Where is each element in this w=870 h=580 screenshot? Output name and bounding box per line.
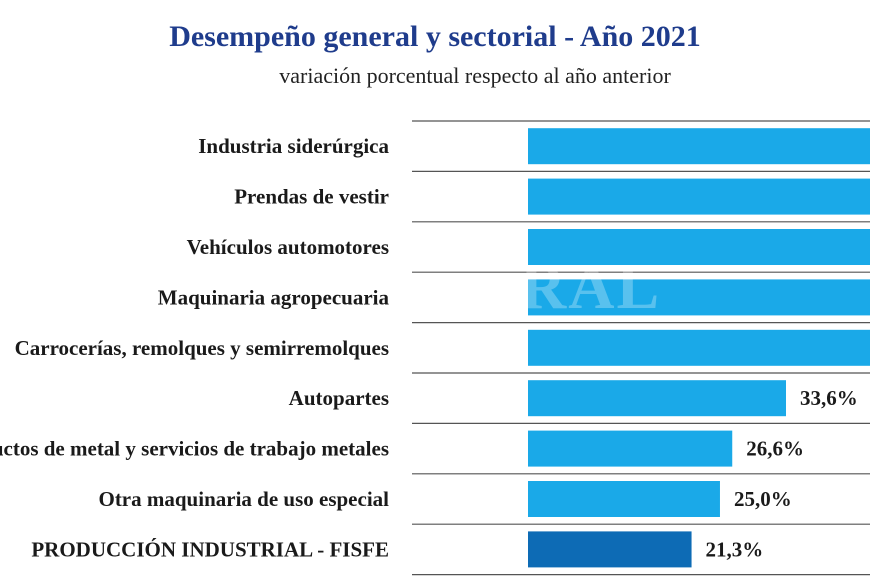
bar [528,128,870,165]
value-label: 33,6% [800,386,858,410]
category-label: Autopartes [289,386,389,410]
category-label: Productos de metal y servicios de trabaj… [0,437,389,461]
bar [528,279,870,316]
chart-subtitle: variación porcentual respecto al año ant… [279,63,671,88]
category-label: Industria siderúrgica [198,134,389,158]
bar [528,481,720,517]
category-label: PRODUCCIÓN INDUSTRIAL - FISFE [31,537,389,561]
bar [528,178,870,215]
value-label: 25,0% [734,487,792,511]
bar [528,430,733,467]
category-label: Prendas de vestir [234,185,389,209]
bar [528,329,870,366]
value-label: 26,6% [746,437,804,461]
bar [528,229,870,265]
category-label: Otra maquinaria de uso especial [98,487,389,511]
category-label: Maquinaria agropecuaria [158,285,390,309]
category-label: Carrocerías, remolques y semirremolques [15,336,389,360]
chart-title: Desempeño general y sectorial - Año 2021 [169,20,701,53]
bar [528,531,692,568]
bar [528,380,786,417]
category-label: Vehículos automotores [187,235,389,259]
value-label: 21,3% [706,537,764,561]
